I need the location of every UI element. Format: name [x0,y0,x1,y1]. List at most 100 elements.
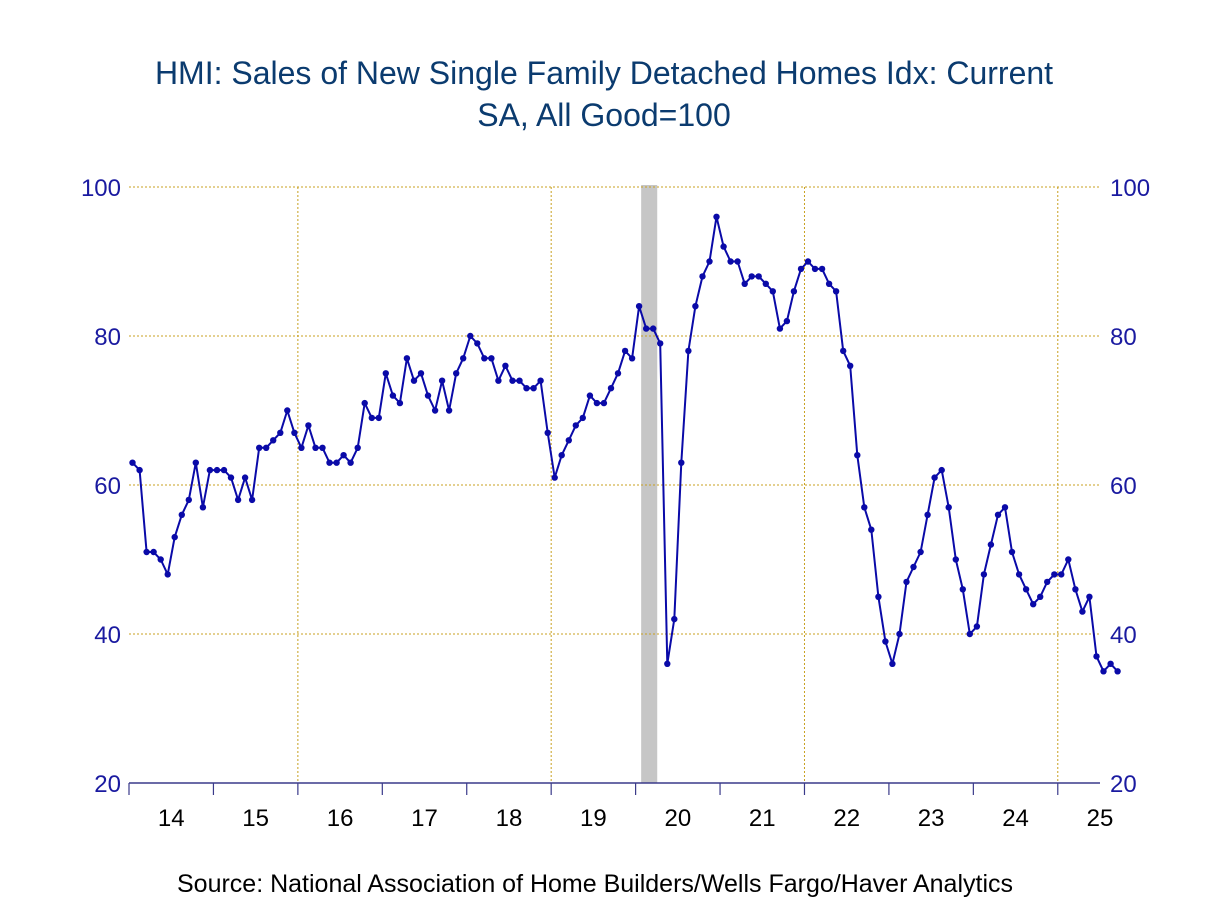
chart-title-line1: HMI: Sales of New Single Family Detached… [154,55,1054,91]
data-point [980,571,988,578]
data-point [431,407,439,414]
data-point [417,370,425,377]
data-point [917,548,924,556]
x-tick-label: 16 [327,805,354,832]
data-point [994,511,1002,518]
data-point [396,399,404,407]
data-point [727,258,734,265]
data-point [481,355,488,362]
x-tick-label: 15 [242,805,269,832]
data-point [854,452,861,459]
data-point [811,265,819,273]
data-point [1044,578,1051,586]
data-point [671,615,678,623]
data-point [516,377,523,384]
chart-title-line2: SA, All Good=100 [477,97,731,133]
data-point [924,511,931,518]
data-point [150,548,157,556]
data-point [298,444,305,451]
data-point [741,280,748,287]
data-point [438,377,446,384]
series-line [131,215,1119,673]
data-point [164,571,171,578]
data-point [509,377,516,384]
data-point [565,437,572,444]
y-tick-label-right: 100 [1110,175,1150,202]
data-point [178,511,185,518]
data-point [234,496,242,504]
data-point [143,548,150,556]
data-point [256,444,263,451]
data-point [1093,653,1100,660]
data-point [1001,504,1009,511]
data-point [305,422,312,429]
data-point [403,355,411,362]
data-point [769,288,776,295]
data-point [847,362,854,369]
data-point [635,303,643,310]
data-point [241,474,249,481]
data-point [868,526,875,533]
x-tick-label: 23 [918,805,945,832]
data-point [213,466,221,474]
data-point [825,280,833,287]
data-point [467,332,474,340]
data-point [628,355,636,362]
data-point [748,273,755,280]
y-tick-label-left: 20 [94,771,121,798]
data-point [495,377,502,384]
data-point [797,265,805,273]
data-point [312,444,319,451]
data-point [579,414,586,422]
data-point [1107,660,1114,667]
chart-title: HMI: Sales of New Single Family Detached… [0,52,1208,136]
data-point [910,563,917,571]
data-point [720,243,727,250]
data-point [340,452,347,459]
y-tick-label-right: 80 [1110,324,1137,351]
data-point [136,466,143,474]
data-point [952,556,959,563]
data-point [445,407,453,414]
data-point [171,533,178,541]
x-tick-label: 21 [749,805,776,832]
recession-band [641,185,658,783]
data-point [263,444,270,451]
data-point [840,347,847,355]
x-tick-label: 25 [1087,805,1114,832]
data-point [1015,571,1023,578]
y-tick-label-left: 80 [94,324,121,351]
y-tick-label-right: 60 [1110,473,1137,500]
data-point [861,504,868,511]
data-point [896,630,903,638]
data-point [1058,571,1065,578]
data-point [192,459,199,466]
data-point [572,422,579,429]
data-point [248,496,256,504]
data-point [1022,586,1030,593]
data-point [488,355,495,362]
data-point [706,258,713,265]
data-point [537,377,544,384]
data-point [326,459,333,466]
data-point [832,288,840,295]
data-point [270,437,277,444]
data-point [959,586,966,593]
data-point [1030,601,1037,608]
data-point [804,258,812,265]
data-point [903,578,910,586]
y-tick-label-left: 40 [94,622,121,649]
data-point [206,466,214,474]
data-point [1079,608,1086,615]
data-point [657,340,664,347]
data-point [650,325,657,332]
data-point [410,377,418,384]
data-point [1065,556,1072,563]
data-point [284,407,291,414]
data-point [790,288,798,295]
data-point [586,392,594,399]
data-point [1072,586,1079,593]
data-point [875,593,882,600]
data-point [685,347,692,355]
data-point [699,273,706,280]
